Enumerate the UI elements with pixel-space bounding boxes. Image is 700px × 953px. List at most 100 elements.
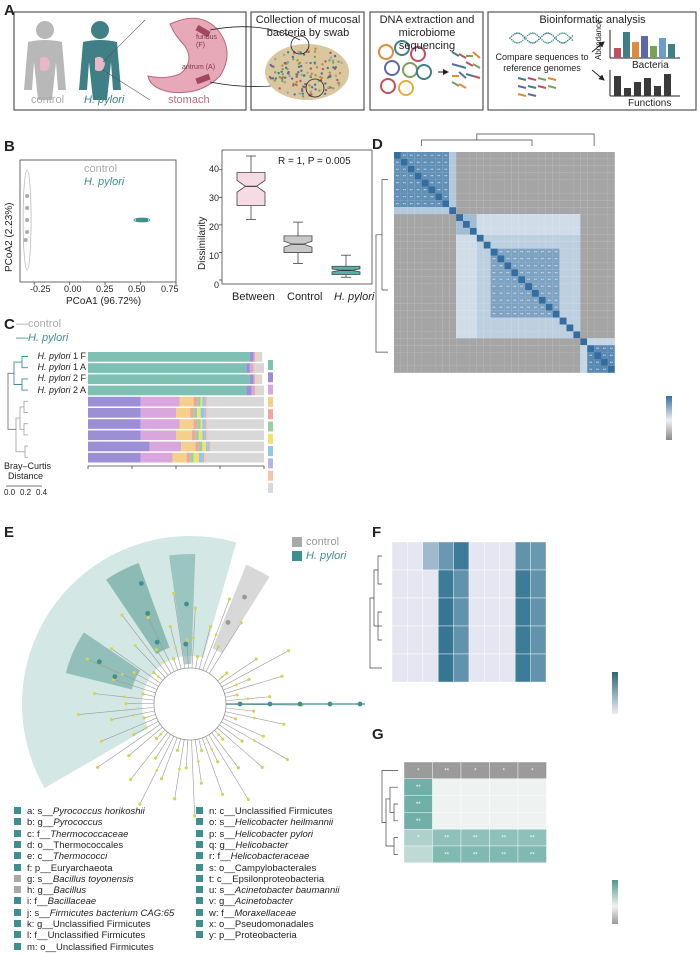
swab-bacterium-dot xyxy=(314,74,316,76)
d-cell xyxy=(553,200,560,207)
d-cell xyxy=(511,318,518,325)
d-cell xyxy=(601,235,608,242)
d-cell xyxy=(587,318,594,325)
d-cell xyxy=(470,152,477,159)
clade-node xyxy=(253,739,256,742)
swab-bacterium-dot xyxy=(283,54,285,56)
d-cell xyxy=(442,311,449,318)
clade-node xyxy=(147,616,150,619)
d-cell xyxy=(594,256,601,263)
clade-node xyxy=(100,740,103,743)
d-cell xyxy=(601,249,608,256)
e-legend-name: Thermococcaceae xyxy=(50,829,128,840)
d-cell xyxy=(567,345,574,352)
d-cell xyxy=(498,325,505,332)
d-cell xyxy=(504,366,511,373)
d-cell xyxy=(498,193,505,200)
helix-dot xyxy=(557,40,559,42)
g-annotation: ** xyxy=(473,836,478,842)
d-cell xyxy=(394,276,401,283)
d-cell xyxy=(470,262,477,269)
d-star: ** xyxy=(499,270,503,275)
clade-node xyxy=(110,718,113,721)
swab-bacterium-dot xyxy=(281,64,283,66)
d-cell xyxy=(525,318,532,325)
d-star: ** xyxy=(437,167,441,172)
clade-branch xyxy=(178,739,181,751)
d-cell xyxy=(477,159,484,166)
d-cell xyxy=(539,359,546,366)
clade-branch xyxy=(186,740,188,768)
d-cell xyxy=(525,345,532,352)
d-star: ** xyxy=(417,167,421,172)
d-cell xyxy=(463,269,470,276)
bray-tick-1: 0.2 xyxy=(20,488,31,497)
d-cell xyxy=(601,152,608,159)
d-cell xyxy=(401,304,408,311)
d-cell xyxy=(539,221,546,228)
d-cell xyxy=(491,242,498,249)
d-cell xyxy=(504,262,511,269)
swab-bacterium-dot xyxy=(297,71,299,73)
d-cell xyxy=(553,338,560,345)
d-cell xyxy=(401,325,408,332)
e-legend-swatch xyxy=(14,931,21,938)
d-cell xyxy=(449,338,456,345)
d-cell xyxy=(463,200,470,207)
d-cell xyxy=(456,297,463,304)
d-cell xyxy=(394,221,401,228)
e-legend-item: v: g__Acinetobacter xyxy=(196,896,293,907)
d-cell xyxy=(511,359,518,366)
stack-segment xyxy=(206,408,208,418)
d-cell xyxy=(587,256,594,263)
d-cell xyxy=(587,173,594,180)
g-annotation: ** xyxy=(501,836,506,842)
e-legend-key: o: s__ xyxy=(209,817,235,828)
e-legend-swatch xyxy=(196,920,203,927)
d-cell xyxy=(442,214,449,221)
d-cell xyxy=(580,311,587,318)
helix-dot xyxy=(564,32,566,34)
d-cell xyxy=(539,200,546,207)
d-cell xyxy=(456,187,463,194)
d-star: ** xyxy=(541,291,545,296)
swab-bacterium-dot xyxy=(321,77,323,79)
d-cell xyxy=(477,283,484,290)
d-cell xyxy=(594,269,601,276)
d-cell xyxy=(394,152,401,159)
e-legend-key: r: f__ xyxy=(209,851,231,862)
d-cell xyxy=(498,207,505,214)
d-cell xyxy=(518,318,525,325)
g-cell xyxy=(433,796,462,813)
d-cell xyxy=(580,166,587,173)
d-cell xyxy=(580,249,587,256)
clade-node xyxy=(163,660,166,663)
d-cell xyxy=(463,338,470,345)
d-star: ** xyxy=(555,250,559,255)
d-cell xyxy=(567,352,574,359)
d-cell xyxy=(546,180,553,187)
d-cell xyxy=(435,235,442,242)
d-cell xyxy=(429,338,436,345)
d-cell xyxy=(477,304,484,311)
d-star: ** xyxy=(555,270,559,275)
stack-segment xyxy=(202,442,206,452)
d-cell xyxy=(394,262,401,269)
f-cell xyxy=(407,654,422,682)
stack-segment xyxy=(201,397,203,407)
g-cell xyxy=(433,779,462,796)
d-star: ** xyxy=(444,153,448,158)
bray-label-2: Distance xyxy=(8,471,43,481)
d-cell xyxy=(594,311,601,318)
d-cell xyxy=(498,318,505,325)
f-cell xyxy=(407,542,422,570)
helix-dot xyxy=(562,32,564,34)
clade-node xyxy=(217,645,220,648)
d-cell xyxy=(567,166,574,173)
read-icon xyxy=(459,66,466,68)
d-cell xyxy=(435,228,442,235)
d-cell xyxy=(511,221,518,228)
d-cell xyxy=(594,214,601,221)
d-cell xyxy=(429,345,436,352)
d-cell xyxy=(491,193,498,200)
